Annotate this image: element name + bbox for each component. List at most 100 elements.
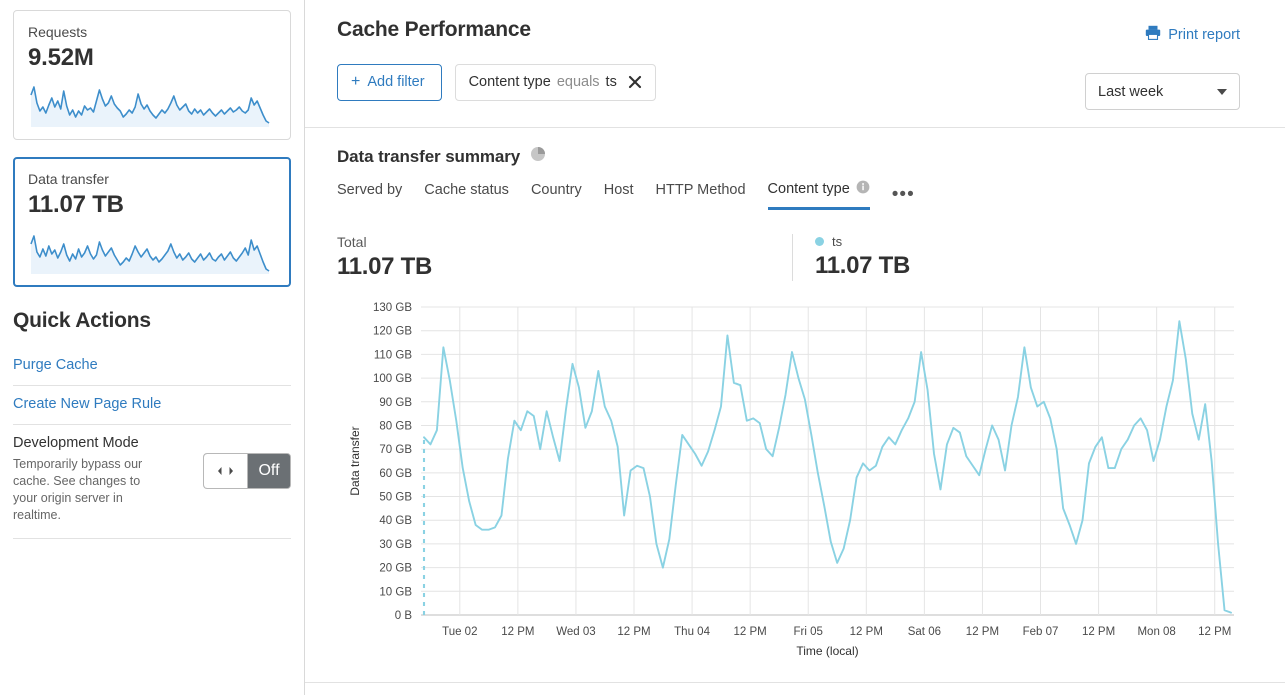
development-mode-toggle[interactable]: Off (203, 453, 291, 489)
svg-text:130 GB: 130 GB (373, 302, 412, 314)
summary-title-row: Data transfer summary (337, 146, 1261, 167)
tab-label: Content type (767, 181, 850, 197)
quick-action-create-page-rule[interactable]: Create New Page Rule (13, 386, 291, 425)
svg-text:12 PM: 12 PM (850, 626, 883, 638)
summary-tabs: Served by Cache status Country Host HTTP… (337, 180, 1261, 210)
svg-text:70 GB: 70 GB (379, 444, 412, 456)
svg-text:Time (local): Time (local) (796, 644, 858, 658)
filter-chip-operator: equals (556, 74, 600, 90)
svg-text:Sat 06: Sat 06 (908, 626, 941, 638)
tab-country[interactable]: Country (531, 182, 582, 210)
time-range-value: Last week (1098, 83, 1164, 100)
svg-text:Thu 04: Thu 04 (674, 626, 710, 638)
tab-served-by[interactable]: Served by (337, 182, 402, 210)
data-transfer-chart[interactable]: 0 B 10 GB 20 GB 30 GB 40 GB 50 GB 60 GB 70 GB 80… (337, 299, 1261, 659)
svg-text:60 GB: 60 GB (379, 468, 412, 480)
tab-label: Cache status (424, 182, 509, 198)
metric-value: 9.52M (28, 44, 94, 71)
svg-text:Data transfer: Data transfer (348, 426, 362, 495)
svg-text:Mon 08: Mon 08 (1137, 626, 1175, 638)
quick-action-purge-cache[interactable]: Purge Cache (13, 347, 291, 386)
page-title: Cache Performance (337, 18, 531, 41)
print-report-label: Print report (1168, 26, 1240, 43)
tab-host[interactable]: Host (604, 182, 634, 210)
info-icon[interactable] (856, 180, 870, 198)
main-content: Cache Performance + Add filter Content t… (305, 0, 1285, 695)
total-block: Total 11.07 TB (337, 234, 792, 281)
total-value: 11.07 TB (337, 253, 432, 280)
summary-section: Data transfer summary Served by Cache st… (305, 128, 1285, 659)
development-mode-description: Temporarily bypass our cache. See change… (13, 457, 143, 522)
svg-text:50 GB: 50 GB (379, 492, 412, 504)
filter-chip-value: ts (605, 74, 617, 90)
development-mode-toggle-state: Off (248, 454, 290, 488)
svg-text:10 GB: 10 GB (379, 586, 412, 598)
tabs-overflow-menu[interactable]: ••• (891, 184, 915, 205)
svg-text:Tue 02: Tue 02 (442, 626, 477, 638)
filter-chip-content-type[interactable]: Content type equals ts (454, 64, 656, 101)
svg-text:12 PM: 12 PM (617, 626, 650, 638)
tab-label: Served by (337, 182, 403, 198)
tab-http-method[interactable]: HTTP Method (656, 182, 746, 210)
metric-value: 11.07 TB (28, 191, 124, 218)
series-color-dot (815, 237, 824, 246)
add-filter-label: Add filter (367, 74, 425, 90)
tab-label: Host (603, 182, 634, 198)
svg-text:Wed 03: Wed 03 (556, 626, 595, 638)
svg-text:12 PM: 12 PM (501, 626, 534, 638)
svg-text:120 GB: 120 GB (373, 326, 412, 338)
data-transfer-sparkline (28, 224, 276, 276)
print-report-link[interactable]: Print report (1145, 25, 1240, 44)
totals-row: Total 11.07 TB ts 11.07 TB (337, 234, 1261, 281)
left-right-arrows-icon (204, 454, 248, 488)
metric-card-requests[interactable]: Requests 9.52M (13, 10, 291, 140)
tab-label: HTTP Method (655, 182, 746, 198)
svg-text:0 B: 0 B (395, 610, 413, 622)
svg-text:30 GB: 30 GB (379, 539, 412, 551)
series-legend: ts (815, 234, 910, 249)
create-page-rule-link[interactable]: Create New Page Rule (13, 396, 162, 412)
svg-text:100 GB: 100 GB (373, 373, 412, 385)
svg-text:12 PM: 12 PM (966, 626, 999, 638)
svg-text:110 GB: 110 GB (374, 349, 412, 361)
chevron-down-icon (1217, 88, 1227, 95)
close-icon[interactable] (628, 75, 642, 89)
tab-content-type[interactable]: Content type (767, 180, 870, 210)
sidebar: Requests 9.52M Data transfer 11.07 TB Qu… (0, 0, 305, 695)
pie-chart-icon (530, 146, 546, 167)
svg-text:Fri 05: Fri 05 (794, 626, 823, 638)
add-filter-button[interactable]: + Add filter (337, 64, 442, 101)
development-mode-title: Development Mode (13, 435, 139, 451)
metric-card-data-transfer[interactable]: Data transfer 11.07 TB (13, 157, 291, 287)
total-label: Total (337, 234, 367, 250)
svg-text:12 PM: 12 PM (1082, 626, 1115, 638)
filter-bar: + Add filter Content type equals ts (337, 64, 1261, 101)
series-block: ts 11.07 TB (792, 234, 910, 281)
printer-icon (1145, 25, 1161, 44)
svg-text:90 GB: 90 GB (379, 397, 412, 409)
quick-actions-title: Quick Actions (13, 309, 151, 332)
bottom-divider (305, 682, 1285, 683)
tab-label: Country (530, 182, 582, 198)
page-header: Cache Performance + Add filter Content t… (305, 0, 1285, 128)
chart-svg: 0 B 10 GB 20 GB 30 GB 40 GB 50 GB 60 GB 70 GB 80… (348, 302, 1234, 658)
svg-text:12 PM: 12 PM (1198, 626, 1231, 638)
requests-sparkline (28, 77, 276, 129)
metric-label: Requests (28, 24, 88, 40)
svg-text:Feb 07: Feb 07 (1023, 626, 1059, 638)
purge-cache-link[interactable]: Purge Cache (13, 357, 98, 373)
svg-text:40 GB: 40 GB (379, 515, 412, 527)
svg-text:80 GB: 80 GB (379, 420, 412, 432)
development-mode-row: Development Mode Temporarily bypass our … (13, 425, 291, 539)
series-value: 11.07 TB (815, 252, 910, 279)
filter-chip-key: Content type (468, 74, 551, 90)
series-label: ts (832, 234, 843, 249)
svg-text:12 PM: 12 PM (734, 626, 767, 638)
plus-icon: + (351, 73, 361, 90)
svg-text:20 GB: 20 GB (379, 563, 412, 575)
metric-label: Data transfer (28, 171, 109, 187)
tab-cache-status[interactable]: Cache status (424, 182, 509, 210)
summary-title: Data transfer summary (337, 146, 521, 166)
time-range-select[interactable]: Last week (1085, 73, 1240, 110)
